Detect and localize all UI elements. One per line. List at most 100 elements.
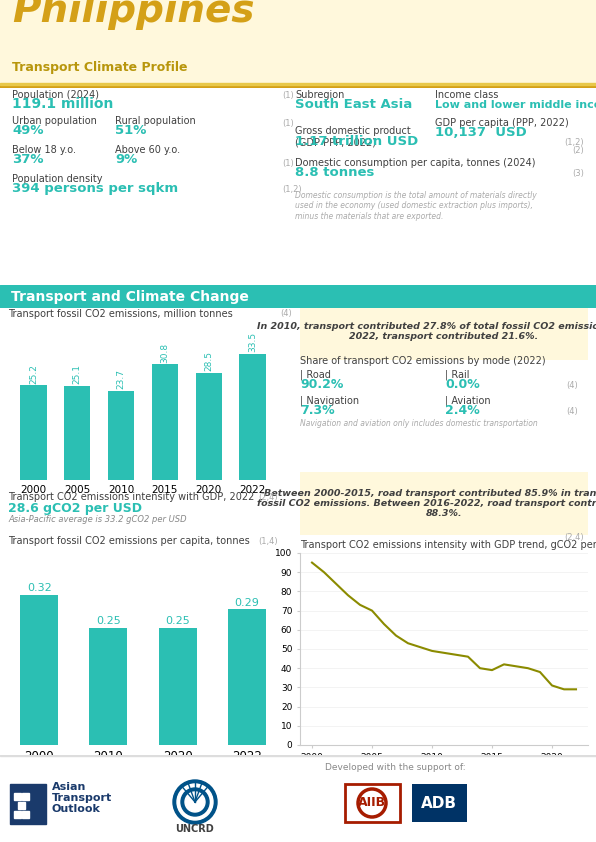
- Text: Above 60 y.o.: Above 60 y.o.: [115, 145, 180, 155]
- Text: Transport CO2 emissions intensity with GDP trend, gCO2 per USD: Transport CO2 emissions intensity with G…: [300, 540, 596, 550]
- Text: South East Asia: South East Asia: [295, 98, 412, 111]
- Text: 23.7: 23.7: [117, 370, 126, 389]
- Bar: [24, 801, 32, 809]
- Bar: [18, 802, 25, 809]
- Bar: [22, 811, 29, 818]
- Bar: [14, 812, 22, 820]
- Bar: [240, 354, 266, 480]
- Text: Subregion: Subregion: [295, 90, 344, 100]
- Text: 7.3%: 7.3%: [300, 404, 334, 417]
- Text: Asia-Pacific average is 33.2 gCO2 per USD: Asia-Pacific average is 33.2 gCO2 per US…: [8, 515, 187, 524]
- Text: Gross domestic product
(GDP PPP, 2022): Gross domestic product (GDP PPP, 2022): [295, 126, 411, 147]
- Text: AIIB: AIIB: [358, 797, 386, 809]
- Text: GDP per capita (PPP, 2022): GDP per capita (PPP, 2022): [435, 118, 569, 128]
- Text: 394 persons per sqkm: 394 persons per sqkm: [12, 182, 178, 195]
- Text: Transport and Climate Change: Transport and Climate Change: [11, 290, 249, 303]
- Text: Domestic consumption per capita, tonnes (2024): Domestic consumption per capita, tonnes …: [295, 158, 535, 168]
- Text: ADB: ADB: [421, 796, 457, 811]
- Text: (4): (4): [280, 309, 292, 318]
- Text: 30.8: 30.8: [160, 343, 169, 363]
- Text: Developed with the support of:: Developed with the support of:: [325, 763, 465, 772]
- Text: 33.5: 33.5: [248, 333, 257, 353]
- Text: 49%: 49%: [12, 124, 44, 137]
- Bar: [152, 364, 178, 480]
- Text: 0.25: 0.25: [165, 616, 190, 626]
- Text: 1.17 trillion USD: 1.17 trillion USD: [295, 135, 418, 148]
- Text: 0.25: 0.25: [96, 616, 121, 626]
- Text: 37%: 37%: [12, 153, 44, 166]
- Text: UNCRD: UNCRD: [176, 824, 215, 834]
- Text: (4): (4): [566, 407, 578, 416]
- Text: 119.1 million: 119.1 million: [12, 97, 113, 111]
- Text: (3): (3): [572, 169, 584, 178]
- Text: Transport: Transport: [52, 793, 112, 803]
- Text: 8.8 tonnes: 8.8 tonnes: [295, 166, 374, 179]
- Text: (2,4): (2,4): [259, 493, 278, 502]
- Bar: [64, 386, 91, 480]
- Text: (1,4): (1,4): [259, 537, 278, 546]
- Bar: [24, 790, 32, 798]
- Text: Between 2000-2015, road transport contributed 85.9% in transport
fossil CO2 emis: Between 2000-2015, road transport contri…: [257, 488, 596, 519]
- Text: 25.2: 25.2: [29, 364, 38, 384]
- Text: 0.32: 0.32: [27, 584, 52, 594]
- Text: (1,2): (1,2): [282, 185, 302, 194]
- Text: Outlook: Outlook: [52, 804, 101, 814]
- Circle shape: [177, 784, 213, 820]
- Text: Philippines: Philippines: [12, 0, 254, 30]
- Circle shape: [173, 780, 217, 824]
- Text: Population (2024): Population (2024): [12, 90, 99, 100]
- Bar: [195, 373, 222, 480]
- Bar: [108, 391, 134, 480]
- Bar: [14, 801, 22, 809]
- Text: | Aviation: | Aviation: [445, 396, 491, 407]
- Text: Transport Climate Profile: Transport Climate Profile: [12, 61, 188, 74]
- Bar: [89, 628, 128, 745]
- Text: 0.29: 0.29: [234, 598, 259, 608]
- Text: 28.6 gCO2 per USD: 28.6 gCO2 per USD: [8, 502, 142, 515]
- Text: Transport fossil CO2 emissions, million tonnes: Transport fossil CO2 emissions, million …: [8, 309, 233, 319]
- Text: Asian: Asian: [52, 782, 86, 792]
- Bar: [10, 784, 46, 824]
- Bar: [0, 85, 596, 88]
- Bar: [20, 595, 58, 745]
- Text: 25.1: 25.1: [73, 364, 82, 384]
- Text: 0.0%: 0.0%: [445, 378, 480, 391]
- Text: | Navigation: | Navigation: [300, 396, 359, 407]
- Text: Transport fossil CO2 emissions per capita, tonnes: Transport fossil CO2 emissions per capit…: [8, 536, 250, 546]
- Bar: [0, 83, 596, 85]
- Text: (1,2): (1,2): [564, 138, 584, 147]
- Text: 28.5: 28.5: [204, 351, 213, 371]
- Bar: [14, 793, 21, 800]
- Text: Navigation and aviation only includes domestic transportation: Navigation and aviation only includes do…: [300, 419, 538, 428]
- Text: Share of transport CO2 emissions by mode (2022): Share of transport CO2 emissions by mode…: [300, 356, 545, 366]
- Text: Population density: Population density: [12, 174, 103, 184]
- Text: Below 18 y.o.: Below 18 y.o.: [12, 145, 76, 155]
- Bar: [20, 385, 46, 480]
- Bar: [22, 793, 29, 800]
- Text: (1): (1): [282, 159, 294, 168]
- Text: Low and lower middle income: Low and lower middle income: [435, 100, 596, 110]
- Text: (1): (1): [282, 119, 294, 128]
- Text: (2,4): (2,4): [564, 533, 584, 542]
- Text: (2): (2): [572, 146, 584, 155]
- Bar: [14, 790, 22, 798]
- Text: (4): (4): [566, 381, 578, 390]
- Text: 2.4%: 2.4%: [445, 404, 480, 417]
- Text: In 2010, transport contributed 27.8% of total fossil CO2 emissions. By
2022, tra: In 2010, transport contributed 27.8% of …: [257, 322, 596, 341]
- Text: | Rail: | Rail: [445, 370, 470, 381]
- Text: Urban population: Urban population: [12, 116, 97, 126]
- Text: 51%: 51%: [115, 124, 147, 137]
- Bar: [0, 755, 596, 756]
- Bar: [14, 811, 21, 818]
- Bar: [24, 812, 32, 820]
- Circle shape: [181, 788, 209, 816]
- Bar: [345, 784, 400, 822]
- Bar: [228, 609, 266, 745]
- Circle shape: [185, 792, 205, 812]
- Text: Domestic consumption is the total amount of materials directly
used in the econo: Domestic consumption is the total amount…: [295, 191, 537, 221]
- Text: Transport CO2 emissions intensity with GDP, 2022: Transport CO2 emissions intensity with G…: [8, 492, 254, 502]
- Text: Rural population: Rural population: [115, 116, 195, 126]
- Text: 10,137  USD: 10,137 USD: [435, 126, 527, 139]
- Text: (1): (1): [282, 91, 294, 100]
- Text: 90.2%: 90.2%: [300, 378, 343, 391]
